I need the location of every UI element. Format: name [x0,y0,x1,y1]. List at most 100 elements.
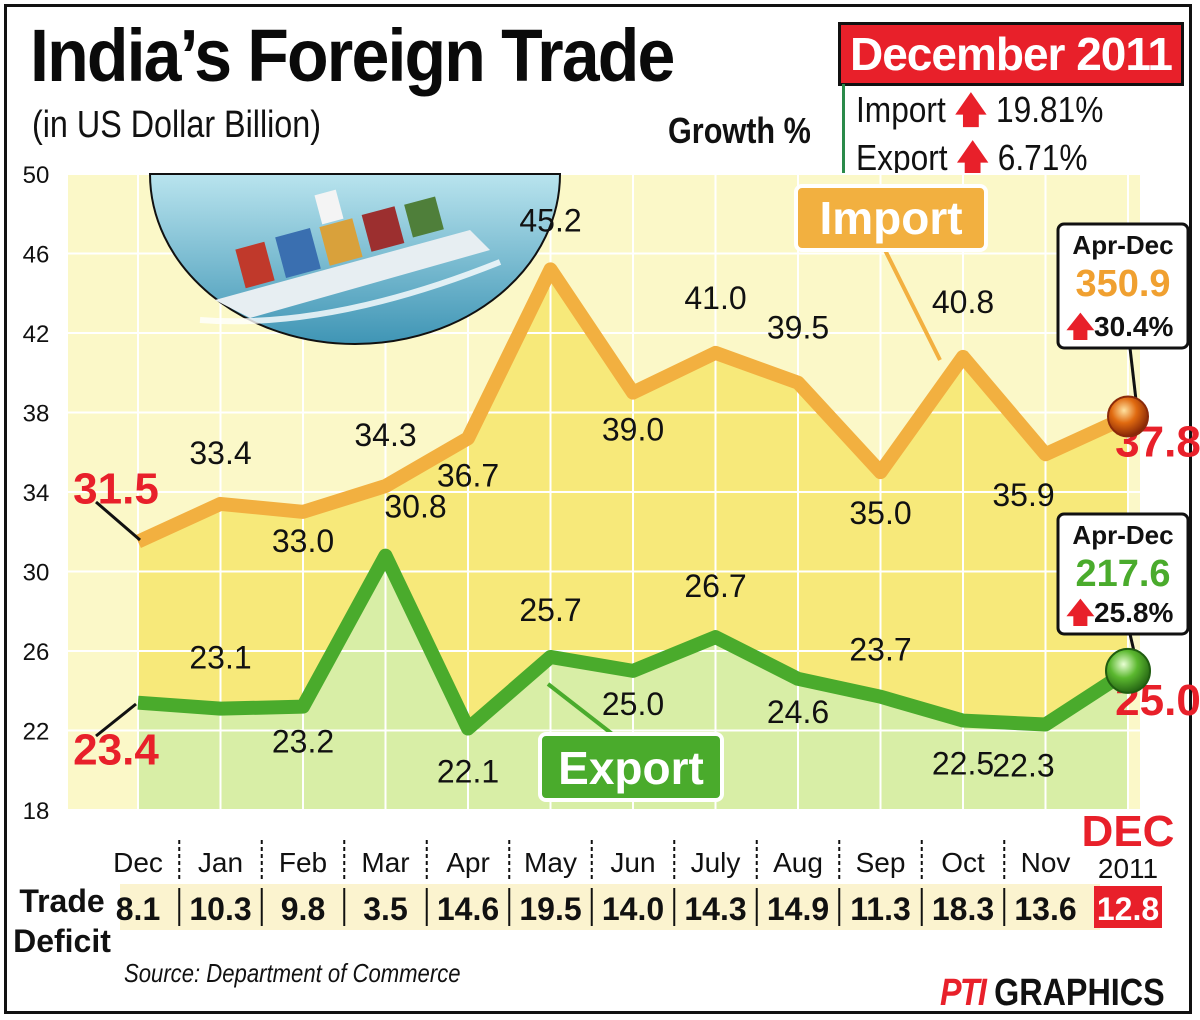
export-data-label: 26.7 [684,568,746,604]
deficit-value: 11.3 [850,891,911,927]
x-category-label: July [691,847,741,878]
source-note: Source: Department of Commerce [124,958,461,988]
growth-label: Growth % [668,110,811,151]
import-callout-period: Apr-Dec [1072,230,1173,260]
import-data-label: 39.5 [767,310,829,346]
export-series-name: Export [558,742,704,794]
month-badge: December 2011 [838,22,1184,86]
y-tick-label: 42 [23,321,50,348]
import-data-label: 35.9 [992,477,1054,513]
x-category-label: Oct [941,847,985,878]
growth-export-label: Export [856,137,948,178]
y-axis-ticks: 18 22 26 30 34 38 42 46 50 [23,162,50,825]
y-tick-label: 46 [23,242,50,269]
export-data-label: 22.3 [992,748,1054,784]
growth-divider [842,84,855,174]
x-category-year: 2011 [1098,853,1158,884]
export-data-labels: 23.4 23.1 23.2 30.8 22.1 25.7 25.0 26.7 24.6 23.7… [73,489,1200,790]
x-category-label: Jun [610,847,655,878]
import-data-label: 45.2 [519,202,581,238]
deficit-value: 14.9 [767,891,829,927]
y-tick-label: 50 [23,162,50,189]
import-series-line [135,262,1131,549]
export-data-label: 25.0 [602,686,664,722]
export-callout: Apr-Dec 217.6 🡅 25.8% [1056,512,1190,661]
deficit-value: 19.5 [519,891,581,927]
y-tick-label: 38 [23,401,50,428]
credit-text: GRAPHICS [994,972,1165,1014]
x-category-label: May [524,847,577,878]
x-category-label: Mar [361,847,409,878]
credit: PTI GRAPHICS [940,972,1165,1015]
export-data-label: 25.7 [519,592,581,628]
up-arrow-icon: 🡅 [954,89,988,130]
export-data-label: 23.2 [272,724,334,760]
export-data-label: 24.6 [767,694,829,730]
export-data-label: 22.1 [437,754,499,790]
up-arrow-icon: 🡅 [956,137,989,178]
growth-export-row: Export 🡅 6.71% [856,132,1088,193]
deficit-value: 14.0 [602,891,664,927]
y-tick-label: 18 [23,798,50,825]
x-category-label: DEC [1082,807,1175,856]
up-arrow-icon: 🡅 [1066,597,1095,628]
growth-import-label: Import [856,89,946,130]
x-category-label: Aug [773,847,823,878]
import-callout-growth: 30.4% [1094,311,1173,342]
export-data-label: 23.4 [73,726,159,775]
deficit-value: 18.3 [932,891,994,927]
import-data-label: 34.3 [354,417,416,453]
growth-export-value: 6.71% [997,137,1088,178]
import-endpoint-marker [1107,395,1149,438]
x-category-label: Jan [198,847,243,878]
export-endpoint-marker [1105,647,1151,694]
export-callout-growth: 25.8% [1094,597,1173,628]
import-callout-total: 350.9 [1075,263,1170,305]
deficit-value: 10.3 [189,891,251,927]
deficit-row-background [120,884,1100,930]
import-data-label: 33.0 [272,523,334,559]
y-tick-label: 22 [23,719,50,746]
y-tick-label: 26 [23,639,50,666]
deficit-value: 9.8 [281,891,325,927]
cargo-ship-illustration [148,173,562,345]
import-data-label: 41.0 [684,280,746,316]
import-series-name: Import [819,192,962,244]
export-data-label: 22.5 [932,746,994,782]
x-axis-categories: Dec Jan Feb Mar Apr May Jun July Aug Sep Oct Nov DEC… [113,807,1174,884]
x-category-label: Sep [856,847,906,878]
deficit-label: Deficit [13,923,111,959]
pti-logo: PTI [940,972,987,1014]
import-data-labels: 31.5 33.4 33.0 34.3 36.7 45.2 39.0 41.0 39.5 35.0… [73,202,1200,558]
import-data-label: 39.0 [602,412,664,448]
import-data-label: 35.0 [849,495,911,531]
deficit-value: 8.1 [116,891,160,927]
export-data-label: 30.8 [384,489,446,525]
import-legend-box: Import [794,184,988,361]
up-arrow-icon: 🡅 [1066,311,1095,342]
export-series-line [137,548,1132,736]
growth-import-value: 19.81% [995,89,1104,130]
y-tick-label: 34 [23,480,50,507]
import-data-label: 31.5 [73,465,159,514]
deficit-value: 14.6 [437,891,499,927]
x-category-label: Nov [1021,847,1071,878]
import-data-label: 36.7 [437,457,499,493]
chart-subtitle: (in US Dollar Billion) [32,104,321,146]
import-data-label: 33.4 [189,435,251,471]
chart-title: India’s Foreign Trade [30,14,675,97]
deficit-label: Trade [19,883,104,919]
x-category-label: Feb [279,847,327,878]
chart-frame [4,4,1192,1014]
deficit-highlight [1094,886,1162,928]
export-data-label: 23.7 [849,632,911,668]
export-legend-box: Export [538,682,724,802]
growth-import-row: Import 🡅 19.81% [856,84,1103,145]
import-callout: Apr-Dec 350.9 🡅 30.4% [1056,222,1190,401]
first-import-leader [95,500,141,542]
export-data-label: 23.1 [189,640,251,676]
import-data-label: 40.8 [932,284,994,320]
deficit-value: 3.5 [363,891,407,927]
